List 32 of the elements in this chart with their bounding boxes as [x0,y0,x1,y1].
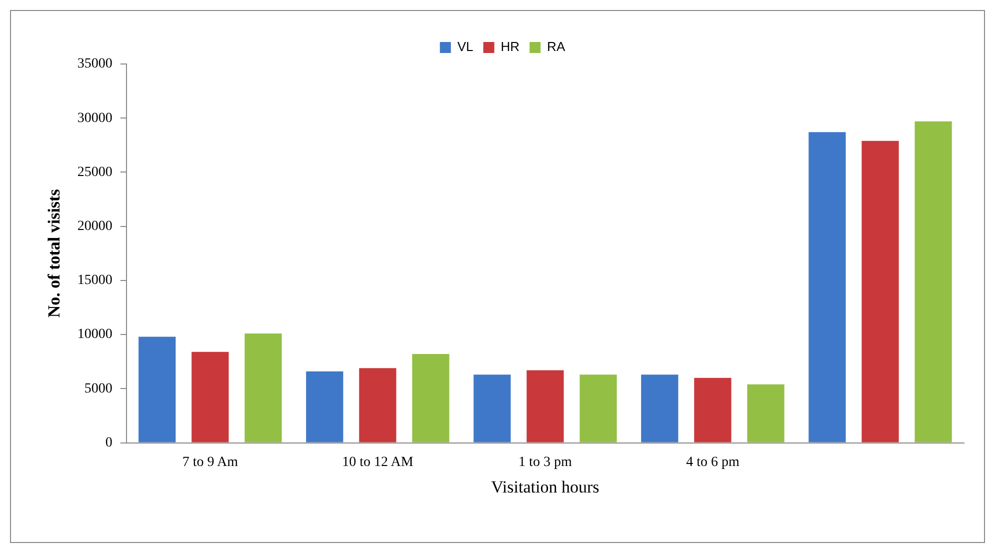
bar [641,374,678,442]
bar [526,370,564,442]
y-tick-label: 5000 [84,381,112,396]
y-tick-label: 10000 [77,327,112,342]
legend-label: HR [500,39,520,54]
legend-label: RA [547,39,566,54]
x-tick-label: 4 to 6 pm [686,454,740,470]
y-tick-label: 15000 [77,273,112,288]
bar [914,121,952,442]
bar [474,374,511,442]
x-axis-title: Visitation hours [491,477,600,496]
x-tick-label: 1 to 3 pm [518,454,572,470]
bar [580,374,617,442]
bar [808,132,846,442]
bar [862,140,899,442]
bar [694,378,732,442]
bar [244,333,282,442]
y-tick-label: 0 [105,435,112,450]
y-tick-label: 35000 [77,56,112,72]
bar [138,336,176,442]
y-tick-label: 20000 [77,219,112,234]
y-tick-label: 30000 [77,110,112,126]
legend-label: VL [457,39,474,54]
x-tick-label: 7 to 9 Am [182,454,238,470]
bar [359,368,396,442]
bar [192,352,229,442]
y-axis-title: No. of total visists [44,188,64,318]
y-tick-label: 25000 [77,164,112,180]
bar [747,384,784,442]
x-tick-label: 10 to 12 AM [342,454,414,470]
bar [306,371,344,442]
bar [412,354,450,442]
